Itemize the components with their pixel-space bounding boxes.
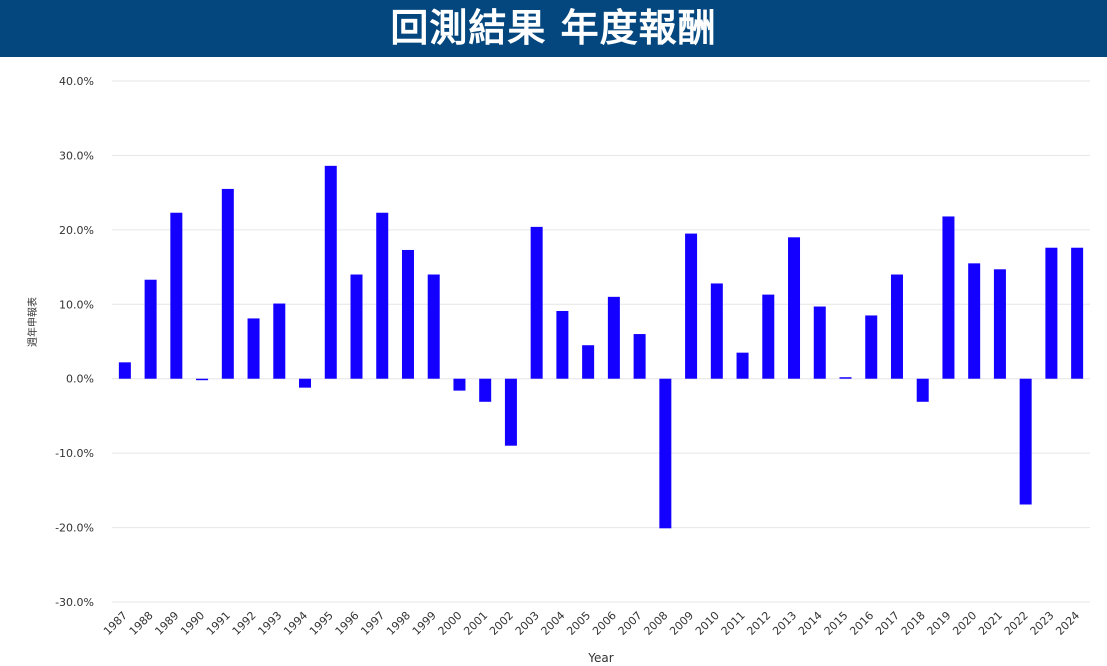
x-tick-label: 1995 — [307, 609, 336, 638]
bar-1997 — [376, 212, 389, 379]
bar-2006 — [607, 296, 620, 379]
bar-1995 — [324, 165, 337, 379]
bar-2005 — [582, 345, 595, 379]
bar-2014 — [813, 306, 826, 379]
y-tick-label: -10.0% — [55, 447, 94, 460]
bar-2010 — [710, 283, 723, 379]
x-tick-label: 1999 — [410, 609, 439, 638]
y-tick-label: 0.0% — [66, 373, 94, 386]
x-tick-label: 1992 — [230, 609, 259, 638]
x-tick-label: 2020 — [950, 609, 979, 638]
bar-2020 — [968, 263, 981, 379]
x-axis-tick-labels: 1987198819891990199119921993199419951996… — [101, 609, 1082, 638]
bar-2000 — [453, 378, 466, 391]
bar-2023 — [1045, 247, 1058, 379]
bar-1999 — [427, 274, 440, 379]
x-tick-label: 2009 — [667, 609, 696, 638]
bar-2002 — [504, 378, 517, 446]
page-title: 回測結果 年度報酬 — [390, 6, 717, 50]
x-tick-label: 2007 — [616, 609, 645, 638]
x-tick-label: 2013 — [770, 609, 799, 638]
x-tick-label: 1990 — [178, 609, 207, 638]
x-tick-label: 1991 — [204, 609, 233, 638]
x-tick-label: 2008 — [641, 609, 670, 638]
x-tick-label: 2011 — [719, 609, 748, 638]
x-tick-label: 2024 — [1053, 609, 1082, 638]
x-tick-label: 1993 — [255, 609, 284, 638]
bar-1988 — [144, 279, 157, 379]
x-tick-label: 2001 — [461, 609, 490, 638]
x-tick-label: 2010 — [693, 609, 722, 638]
bar-1998 — [401, 249, 414, 379]
x-tick-label: 2023 — [1028, 609, 1057, 638]
bar-2022 — [1019, 378, 1032, 505]
x-tick-label: 2014 — [796, 609, 825, 638]
x-tick-label: 1989 — [152, 609, 181, 638]
y-tick-label: -20.0% — [55, 522, 94, 535]
x-tick-label: 2012 — [744, 609, 773, 638]
x-tick-label: 2018 — [899, 609, 928, 638]
x-tick-label: 2015 — [822, 609, 851, 638]
x-tick-label: 2017 — [873, 609, 902, 638]
x-tick-label: 2021 — [976, 609, 1005, 638]
bar-2003 — [530, 226, 543, 379]
bar-1992 — [247, 318, 260, 379]
bar-2012 — [762, 294, 775, 379]
bar-2024 — [1071, 247, 1084, 379]
bar-2019 — [942, 216, 955, 379]
x-axis-title: Year — [587, 651, 613, 665]
x-tick-label: 2000 — [436, 609, 465, 638]
x-tick-label: 2002 — [487, 609, 516, 638]
x-tick-label: 1987 — [101, 609, 130, 638]
bar-2007 — [633, 334, 646, 379]
bar-2001 — [479, 378, 492, 402]
x-tick-label: 2004 — [539, 609, 568, 638]
bar-1994 — [299, 378, 312, 388]
bar-2018 — [916, 378, 929, 402]
x-tick-label: 2022 — [1002, 609, 1031, 638]
bar-2013 — [788, 237, 801, 379]
bar-1993 — [273, 303, 286, 379]
x-tick-label: 2005 — [564, 609, 593, 638]
y-tick-label: 30.0% — [59, 149, 94, 162]
x-tick-label: 1988 — [127, 609, 156, 638]
x-tick-label: 1996 — [333, 609, 362, 638]
y-tick-label: 20.0% — [59, 224, 94, 237]
bar-2017 — [890, 274, 903, 379]
bars — [118, 165, 1084, 529]
title-banner: 回測結果 年度報酬 — [0, 0, 1107, 57]
bar-1989 — [170, 212, 183, 379]
bar-2009 — [685, 233, 698, 379]
x-tick-label: 2003 — [513, 609, 542, 638]
y-axis-tick-labels: 40.0% 30.0% 20.0% 10.0% 0.0% -10.0% -20.0% -30.… — [55, 75, 94, 609]
bar-1991 — [221, 188, 234, 379]
bar-2004 — [556, 310, 569, 379]
x-tick-label: 1997 — [358, 609, 387, 638]
bar-1996 — [350, 274, 363, 379]
x-tick-label: 2019 — [925, 609, 954, 638]
x-tick-label: 2006 — [590, 609, 619, 638]
y-tick-label: 40.0% — [59, 75, 94, 88]
bar-2011 — [736, 352, 749, 379]
x-tick-label: 1994 — [281, 609, 310, 638]
bar-1987 — [118, 362, 131, 379]
x-tick-label: 1998 — [384, 609, 413, 638]
y-axis-title: 週年申報表 — [26, 297, 39, 347]
bar-2021 — [993, 269, 1006, 379]
bar-2015 — [839, 377, 852, 379]
y-tick-label: 10.0% — [59, 298, 94, 311]
bar-2008 — [659, 378, 672, 529]
bar-2016 — [865, 315, 878, 379]
x-tick-label: 2016 — [847, 609, 876, 638]
bar-1990 — [196, 378, 209, 381]
y-tick-label: -30.0% — [55, 596, 94, 609]
